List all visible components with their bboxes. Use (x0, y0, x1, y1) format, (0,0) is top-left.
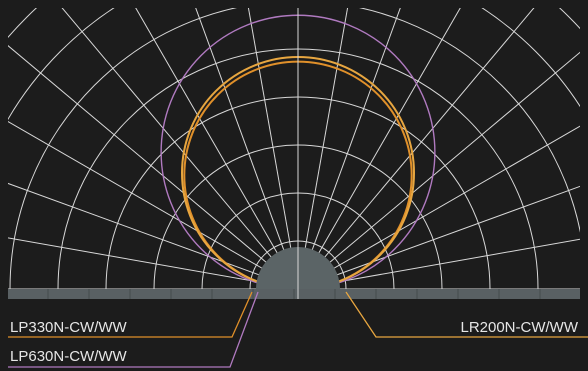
grid-radial-line (58, 8, 299, 289)
grid-radial-line (8, 8, 299, 289)
grid-radial-line (8, 8, 299, 289)
baseline-ticks (47, 289, 541, 299)
lp630-leader-line (8, 291, 259, 368)
grid-radial-line (297, 8, 580, 289)
grid-radial-line (297, 49, 580, 289)
grid-arc (9, 8, 580, 289)
grid-radial-line (175, 8, 299, 289)
grid-radial-line (297, 8, 580, 289)
legend-label-lp330: LP330N-CW/WW (10, 319, 128, 336)
grid-radial-line (297, 8, 580, 289)
lr200-leader-line (345, 291, 588, 338)
grid-radial-line (8, 49, 299, 289)
grid-radial-line (8, 8, 299, 289)
grid-radial-line (297, 166, 580, 289)
grid-radial-line (297, 8, 421, 289)
lp330-leader-line (8, 291, 253, 338)
legend-label-lp630: LP630N-CW/WW (10, 348, 128, 365)
legend-label-lr200: LR200N-CW/WW (460, 319, 578, 336)
grid-radial-line (297, 8, 538, 289)
grid-radial-line (8, 166, 299, 289)
